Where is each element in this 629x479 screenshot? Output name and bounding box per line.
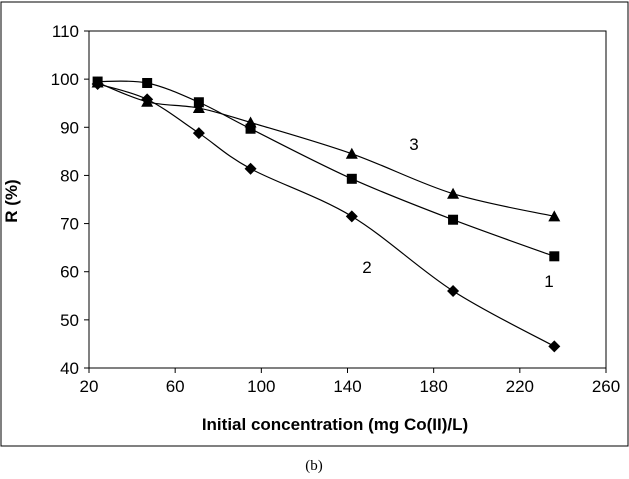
x-tick-label: 260 xyxy=(592,377,620,396)
series-3-label: 3 xyxy=(409,135,418,154)
x-axis-title: Initial concentration (mg Co(II)/L) xyxy=(202,415,468,434)
y-tick-label: 90 xyxy=(60,118,79,137)
y-tick-label: 100 xyxy=(51,70,79,89)
series-2-point xyxy=(244,162,257,175)
x-tick-label: 20 xyxy=(80,377,99,396)
y-tick-label: 60 xyxy=(60,263,79,282)
chart-border xyxy=(0,1,629,447)
x-tick-label: 140 xyxy=(333,377,361,396)
y-tick-label: 40 xyxy=(60,359,79,378)
x-tick-label: 100 xyxy=(247,377,275,396)
x-tick-label: 220 xyxy=(506,377,534,396)
series-3-point xyxy=(345,147,358,159)
figure-caption: (b) xyxy=(305,458,323,474)
series-2-point xyxy=(548,340,561,353)
series-2-point xyxy=(447,284,460,297)
y-tick-label: 110 xyxy=(52,22,79,41)
series-1-point xyxy=(245,123,256,134)
y-tick-label: 80 xyxy=(60,166,79,185)
x-tick-label: 60 xyxy=(166,377,185,396)
series-3-point xyxy=(91,76,104,88)
series-1-point xyxy=(346,173,357,184)
series-3-point xyxy=(548,210,561,222)
series-2-point xyxy=(192,127,205,140)
series-3-point xyxy=(141,95,154,107)
x-tick-label: 180 xyxy=(419,377,447,396)
series-1-label: 1 xyxy=(544,272,553,291)
series-3-point xyxy=(244,116,257,128)
series-1-point xyxy=(142,77,153,88)
series-1-point xyxy=(549,251,560,262)
series-1-point xyxy=(448,214,459,225)
series-2-point xyxy=(345,210,358,223)
series-2-label: 2 xyxy=(362,258,371,277)
series-3-point xyxy=(447,187,460,199)
series-3-point xyxy=(192,102,205,114)
plot-layer: 40 50 60 70 80 90 100 110 20 60 100 140 180 220 260 1 2 3 xyxy=(51,22,621,396)
y-axis-title: R (%) xyxy=(2,179,21,222)
y-tick-label: 50 xyxy=(60,311,79,330)
y-tick-label: 70 xyxy=(60,215,79,234)
